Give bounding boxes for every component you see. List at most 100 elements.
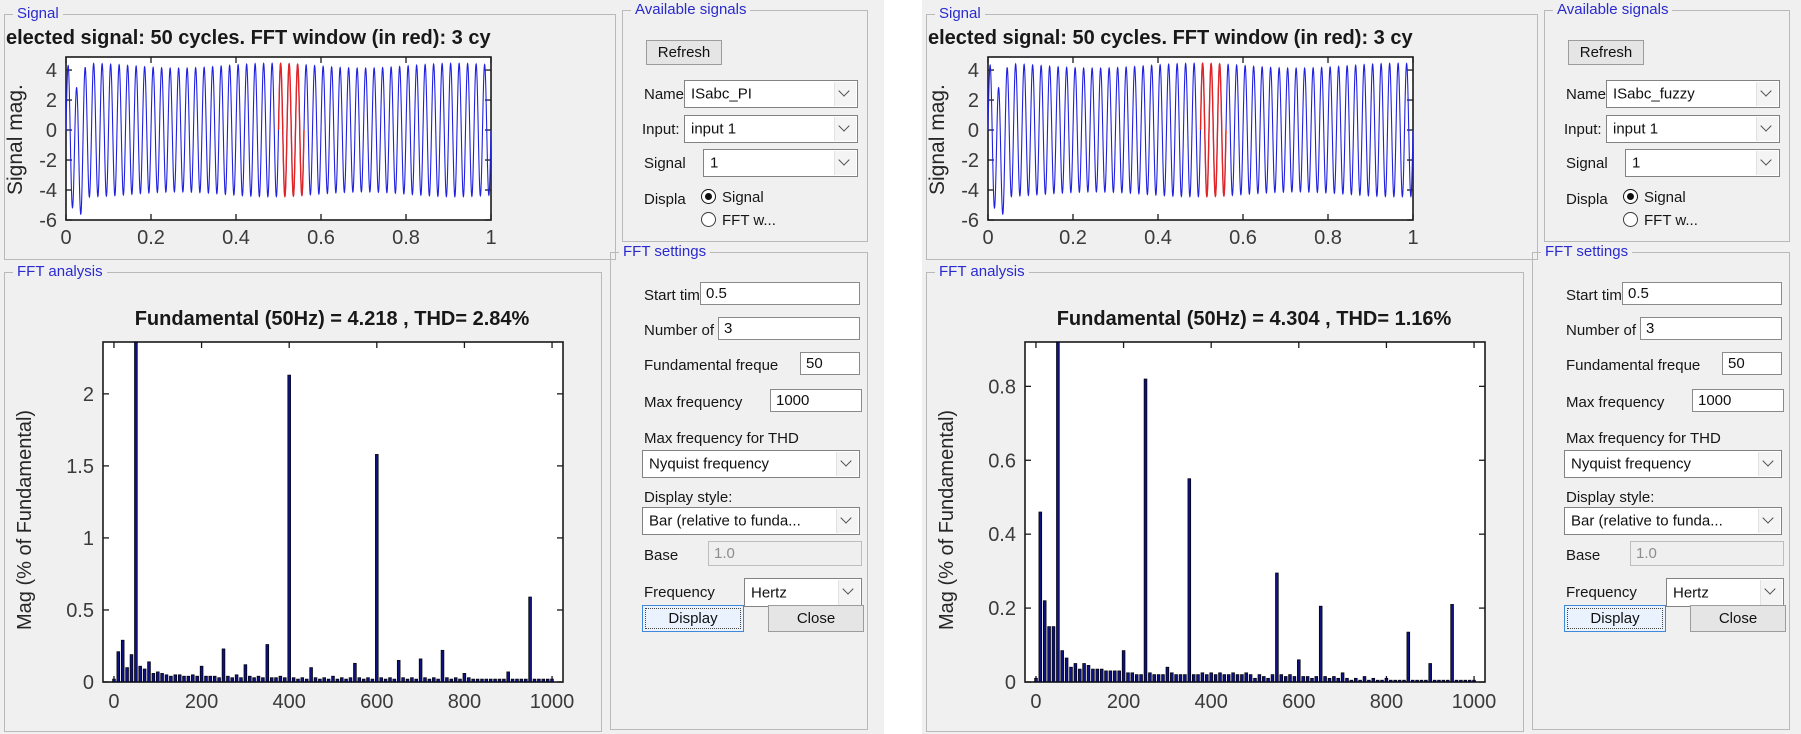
- max-frequency-input[interactable]: [1692, 389, 1784, 412]
- close-button[interactable]: Close: [1690, 605, 1786, 632]
- signal-number-label: Signal: [644, 155, 686, 172]
- svg-text:0: 0: [60, 227, 71, 249]
- display-style-dropdown[interactable]: Bar (relative to funda...: [1564, 507, 1782, 535]
- signal-dropdown[interactable]: 1: [1625, 149, 1780, 177]
- svg-text:-6: -6: [39, 210, 57, 232]
- frequency-dropdown[interactable]: Hertz: [744, 578, 862, 607]
- svg-text:0: 0: [982, 227, 993, 249]
- cycles-input[interactable]: [1640, 317, 1782, 340]
- input-label: Input:: [1564, 121, 1602, 138]
- chevron-down-icon[interactable]: [1756, 151, 1778, 175]
- name-dropdown[interactable]: ISabc_fuzzy: [1606, 80, 1780, 108]
- display-signal-radio[interactable]: [1623, 189, 1638, 204]
- max-frequency-input[interactable]: [770, 389, 862, 412]
- fft-analysis-title: FFT analysis: [935, 263, 1029, 280]
- svg-text:2: 2: [83, 384, 94, 406]
- signal-number-label: Signal: [1566, 155, 1608, 172]
- display-button[interactable]: Display: [642, 605, 744, 632]
- display-button[interactable]: Display: [1564, 605, 1666, 632]
- chevron-down-icon[interactable]: [836, 509, 858, 533]
- chevron-down-icon[interactable]: [834, 151, 856, 175]
- svg-text:0: 0: [968, 120, 979, 142]
- signal-panel-title: Signal: [13, 5, 63, 22]
- svg-text:0.8: 0.8: [988, 376, 1016, 398]
- name-label: Name: [1566, 86, 1607, 103]
- name-dropdown[interactable]: ISabc_PI: [684, 80, 858, 108]
- chevron-down-icon[interactable]: [838, 580, 860, 605]
- input-dropdown[interactable]: input 1: [684, 115, 858, 143]
- signal-panel-title: Signal: [935, 5, 985, 22]
- display-signal-radio-label: Signal: [1644, 189, 1686, 206]
- fft-chart-ylabel: Mag (% of Fundamental): [936, 409, 958, 631]
- fundamental-freq-input[interactable]: [1722, 352, 1782, 375]
- svg-text:0: 0: [1005, 672, 1016, 694]
- display-label: Displa: [644, 191, 686, 208]
- signal-plot-title: elected signal: 50 cycles. FFT window (i…: [6, 27, 491, 49]
- fft-chart-title: Fundamental (50Hz) = 4.304 , THD= 1.16%: [1056, 308, 1452, 330]
- display-fft-radio[interactable]: [701, 212, 716, 227]
- fft-settings-title: FFT settings: [1541, 243, 1633, 260]
- start-time-input[interactable]: [700, 282, 860, 305]
- chevron-down-icon[interactable]: [1760, 580, 1782, 605]
- svg-text:600: 600: [360, 691, 393, 713]
- signal-plot-ylabel: Signal mag.: [926, 84, 949, 196]
- signal-dropdown[interactable]: 1: [703, 149, 858, 177]
- chevron-down-icon[interactable]: [1758, 452, 1780, 476]
- svg-text:800: 800: [1370, 691, 1403, 713]
- fft-tool-window-left: Signal elected signal: 50 cycles. FFT wi…: [0, 0, 884, 734]
- signal-panel: Signal: [4, 5, 616, 260]
- svg-text:0.8: 0.8: [392, 227, 420, 249]
- available-signals-panel: Available signals: [1544, 1, 1790, 242]
- refresh-button[interactable]: Refresh: [1568, 40, 1644, 65]
- input-dropdown[interactable]: input 1: [1606, 115, 1780, 143]
- svg-text:0.5: 0.5: [66, 600, 94, 622]
- chevron-down-icon[interactable]: [1756, 117, 1778, 141]
- svg-text:0.2: 0.2: [988, 598, 1016, 620]
- display-signal-radio-label: Signal: [722, 189, 764, 206]
- svg-text:0: 0: [108, 691, 119, 713]
- fft-chart-title: Fundamental (50Hz) = 4.218 , THD= 2.84%: [134, 308, 530, 330]
- available-signals-title: Available signals: [1553, 1, 1673, 18]
- cycles-label: Number of: [1566, 322, 1637, 339]
- chevron-down-icon[interactable]: [836, 452, 858, 476]
- svg-text:200: 200: [1107, 691, 1140, 713]
- display-fft-radio-label: FFT w...: [1644, 212, 1698, 229]
- display-style-label: Display style:: [1566, 489, 1655, 506]
- fundamental-freq-label: Fundamental freque: [644, 357, 779, 374]
- svg-text:-6: -6: [961, 210, 979, 232]
- max-freq-thd-dropdown[interactable]: Nyquist frequency: [1564, 450, 1782, 478]
- frequency-dropdown[interactable]: Hertz: [1666, 578, 1784, 607]
- chevron-down-icon[interactable]: [834, 117, 856, 141]
- svg-text:1000: 1000: [530, 691, 575, 713]
- svg-text:1000: 1000: [1452, 691, 1497, 713]
- max-frequency-label: Max frequency: [644, 394, 743, 411]
- max-freq-thd-label: Max frequency for THD: [1566, 430, 1721, 447]
- cycles-input[interactable]: [718, 317, 860, 340]
- close-button[interactable]: Close: [768, 605, 864, 632]
- display-label: Displa: [1566, 191, 1608, 208]
- start-time-label: Start time: [1566, 287, 1631, 304]
- display-signal-radio[interactable]: [701, 189, 716, 204]
- fft-bar-chart: 0 200 400 600 800 1000 0 0.2 0.4 0.6 0.8: [988, 341, 1497, 713]
- svg-text:4: 4: [968, 60, 979, 82]
- signal-plot: 0 0.2 0.4 0.6 0.8 1 4 2 0 -2 -4 -6: [961, 56, 1419, 249]
- max-freq-thd-dropdown[interactable]: Nyquist frequency: [642, 450, 860, 478]
- display-style-dropdown[interactable]: Bar (relative to funda...: [642, 507, 860, 535]
- start-time-input[interactable]: [1622, 282, 1782, 305]
- refresh-button[interactable]: Refresh: [646, 40, 722, 65]
- chevron-down-icon[interactable]: [834, 82, 856, 106]
- display-fft-radio[interactable]: [1623, 212, 1638, 227]
- display-fft-radio-label: FFT w...: [722, 212, 776, 229]
- chevron-down-icon[interactable]: [1758, 509, 1780, 533]
- svg-text:0.4: 0.4: [1144, 227, 1172, 249]
- fundamental-freq-input[interactable]: [800, 352, 860, 375]
- chevron-down-icon[interactable]: [1756, 82, 1778, 106]
- svg-text:0.8: 0.8: [1314, 227, 1342, 249]
- fft-bar-chart: 0 200 400 600 800 1000 0 0.5 1 1.5 2: [66, 341, 575, 713]
- svg-text:800: 800: [448, 691, 481, 713]
- svg-text:600: 600: [1282, 691, 1315, 713]
- fundamental-freq-label: Fundamental freque: [1566, 357, 1701, 374]
- svg-text:1: 1: [83, 528, 94, 550]
- fft-analysis-panel: FFT analysis: [926, 263, 1524, 732]
